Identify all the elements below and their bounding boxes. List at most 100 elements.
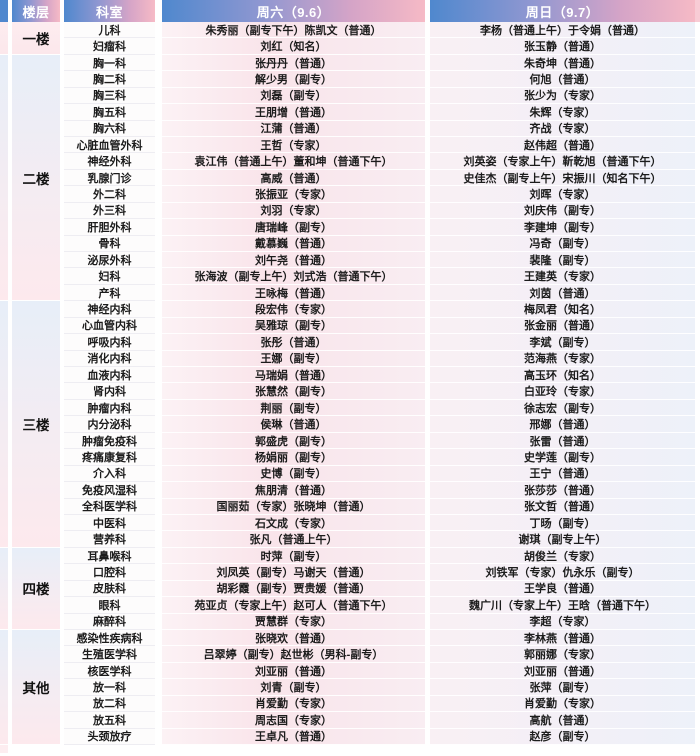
saturday-cell: 张海波（副专上午）刘式浩（普通下午）: [162, 268, 425, 285]
department-cell: 疼痛康复科: [64, 449, 155, 466]
saturday-cell: 吴雅琼（副专）: [162, 317, 425, 335]
department-cell: 营养科: [64, 531, 155, 548]
saturday-cell: 荆丽（副专）: [162, 399, 425, 417]
saturday-cell: 张晓欢（普通）: [162, 629, 425, 647]
saturday-cell: 解少男（副专）: [162, 71, 425, 88]
header-saturday: 周六（9.6）: [162, 0, 425, 22]
left-strip-block: [0, 547, 8, 630]
saturday-cell: 贾慧群（专家）: [162, 613, 425, 630]
department-cell: 眼科: [64, 597, 155, 614]
department-cell: 内分泌科: [64, 416, 155, 433]
sunday-cell: 高航（普通）: [430, 712, 695, 729]
sunday-cell: 裴隆（副专）: [430, 252, 695, 269]
sunday-cell: 肖爱勤（专家）: [430, 695, 695, 713]
department-cell: 产科: [64, 284, 155, 302]
left-strip-block: [0, 301, 8, 548]
left-strip-block: [0, 54, 8, 302]
floor-cell: 其他: [12, 629, 60, 745]
department-cell: 肝胆外科: [64, 219, 155, 236]
department-cell: 血液内科: [64, 367, 155, 384]
sunday-cell: 张玉静（普通）: [430, 38, 695, 55]
saturday-cell: 刘磊（副专）: [162, 87, 425, 105]
sunday-cell: 史佳杰（副专上午）宋振川（知名下午）: [430, 169, 695, 187]
floor-cell: 四楼: [12, 547, 60, 630]
sunday-cell: 冯奇（副专）: [430, 235, 695, 253]
department-cell: 妇瘤科: [64, 38, 155, 55]
sunday-cell: 邢娜（普通）: [430, 416, 695, 433]
saturday-cell: 肖爱勤（专家）: [162, 695, 425, 713]
saturday-cell: 唐瑞峰（副专）: [162, 219, 425, 236]
saturday-cell: 马瑞娟（普通）: [162, 367, 425, 384]
department-cell: 感染性疾病科: [64, 629, 155, 647]
sunday-cell: 赵伟超（普通）: [430, 137, 695, 154]
saturday-cell: 史博（副专）: [162, 465, 425, 483]
header-left-strip: [0, 0, 8, 22]
sunday-cell: 张莎莎（普通）: [430, 482, 695, 499]
department-cell: 放一科: [64, 679, 155, 696]
left-strip-block: [0, 22, 8, 55]
left-strip-filler: [0, 744, 8, 753]
sunday-cell: 张文哲（普通）: [430, 498, 695, 515]
saturday-cell: 刘青（副专）: [162, 679, 425, 696]
saturday-cell: 侯琳（普通）: [162, 416, 425, 433]
sunday-cell: 胡俊兰（专家）: [430, 547, 695, 565]
floor-cell: 一楼: [12, 22, 60, 55]
department-cell: 乳腺门诊: [64, 169, 155, 187]
department-cell: 放二科: [64, 695, 155, 713]
sunday-cell: 梅凤君（知名）: [430, 301, 695, 318]
sunday-cell: 刘晖（专家）: [430, 186, 695, 203]
sunday-cell: 赵彦（副专）: [430, 728, 695, 745]
saturday-cell: 朱秀丽（副专下午）陈凯文（普通）: [162, 22, 425, 39]
sunday-cell: 刘铁军（专家）仇永乐（副专）: [430, 564, 695, 581]
sunday-cell: 徐志宏（副专）: [430, 399, 695, 417]
department-cell: 核医学科: [64, 662, 155, 680]
department-cell: 外三科: [64, 202, 155, 220]
saturday-cell: 张振亚（专家）: [162, 186, 425, 203]
department-cell: 中医科: [64, 514, 155, 532]
saturday-cell: 王娜（副专）: [162, 350, 425, 368]
sunday-cell: 王建英（专家）: [430, 268, 695, 285]
sunday-cell: 齐战（专家）: [430, 120, 695, 138]
floor-cell: 三楼: [12, 301, 60, 548]
saturday-cell: 张凡（普通上午）: [162, 531, 425, 548]
sunday-cell: 刘庆伟（副专）: [430, 202, 695, 220]
saturday-cell: 周志国（专家）: [162, 712, 425, 729]
department-cell: 生殖医学科: [64, 646, 155, 663]
department-cell: 心脏血管外科: [64, 137, 155, 154]
sunday-cell: 何旭（普通）: [430, 71, 695, 88]
sunday-cell: 李斌（副专）: [430, 334, 695, 351]
left-strip-block: [0, 629, 8, 745]
saturday-cell: 王咏梅（普通）: [162, 284, 425, 302]
saturday-cell: 吕翠婷（副专）赵世彬（男科-副专）: [162, 646, 425, 663]
sunday-cell: 张萍（副专）: [430, 679, 695, 696]
sunday-cell: 朱辉（专家）: [430, 104, 695, 121]
sunday-cell: 李林燕（普通）: [430, 629, 695, 647]
department-cell: 胸五科: [64, 104, 155, 121]
saturday-cell: 时萍（副专）: [162, 547, 425, 565]
saturday-cell: 江蒲（普通）: [162, 120, 425, 138]
saturday-cell: 刘羽（专家）: [162, 202, 425, 220]
department-cell: 胸六科: [64, 120, 155, 138]
saturday-cell: 刘凤英（副专）马谢天（普通）: [162, 564, 425, 581]
sunday-cell: 魏广川（专家上午）王晗（普通下午）: [430, 597, 695, 614]
floor-cell: 二楼: [12, 54, 60, 302]
saturday-cell: 杨娟丽（副专）: [162, 449, 425, 466]
sunday-cell: 李超（专家）: [430, 613, 695, 630]
saturday-cell: 张丹丹（普通）: [162, 54, 425, 72]
saturday-cell: 戴慕巍（普通）: [162, 235, 425, 253]
department-cell: 胸二科: [64, 71, 155, 88]
department-cell: 肿瘤内科: [64, 399, 155, 417]
header-floor: 楼层: [12, 0, 60, 22]
sunday-cell: 丁旸（副专）: [430, 514, 695, 532]
saturday-cell: 苑亚贞（专家上午）赵可人（普通下午）: [162, 597, 425, 614]
saturday-cell: 张彤（普通）: [162, 334, 425, 351]
saturday-cell: 王卓凡（普通）: [162, 728, 425, 745]
department-cell: 免疫风湿科: [64, 482, 155, 499]
sunday-cell: 刘英姿（专家上午）靳乾旭（普通下午）: [430, 153, 695, 170]
department-cell: 麻醉科: [64, 613, 155, 630]
saturday-cell: 石文成（专家）: [162, 514, 425, 532]
sunday-cell: 李建坤（副专）: [430, 219, 695, 236]
department-cell: 肿瘤免疫科: [64, 432, 155, 450]
saturday-cell: 刘午尧（普通）: [162, 252, 425, 269]
sunday-cell: 郭丽娜（专家）: [430, 646, 695, 663]
